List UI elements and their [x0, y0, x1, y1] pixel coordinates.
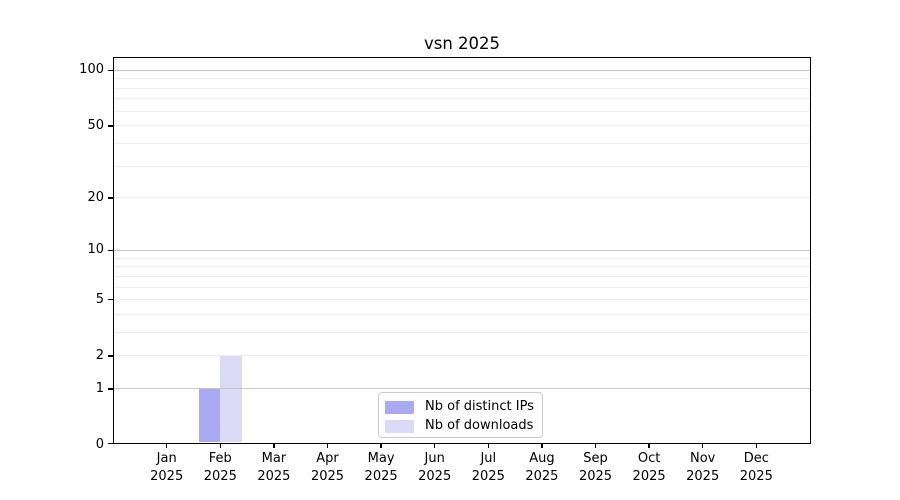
gridline-minor: [114, 257, 810, 259]
gridline-minor: [114, 125, 810, 127]
y-tick-mark: [108, 442, 113, 444]
bar-downloads-feb: [220, 355, 242, 443]
bar-distinct-ips-feb: [198, 388, 221, 443]
x-tick-mark: [594, 442, 597, 448]
gridline-minor: [114, 98, 810, 100]
legend-entry: Nb of downloads: [385, 417, 542, 435]
y-tick-label: 100: [79, 62, 104, 78]
y-tick-mark: [108, 355, 113, 357]
chart-title: vsn 2025: [423, 34, 501, 53]
gridline-major: [114, 249, 810, 251]
gridline-minor: [114, 313, 810, 315]
legend: Nb of distinct IPs Nb of downloads: [378, 392, 543, 438]
legend-swatch-distinct-ips: [385, 400, 414, 414]
gridline-minor: [114, 143, 810, 145]
legend-swatch-downloads: [385, 419, 414, 433]
x-tick-mark: [434, 442, 436, 448]
gridline-minor: [114, 266, 810, 268]
x-tick-mark: [166, 442, 168, 448]
x-tick-label-oct: Oct 2025: [632, 451, 666, 484]
x-tick-label-dec: Dec 2025: [739, 451, 773, 484]
x-tick-label-jun: Jun 2025: [418, 451, 452, 484]
y-tick-mark: [108, 197, 113, 199]
gridline-minor: [114, 355, 810, 357]
gridline-major: [114, 388, 810, 390]
gridline-minor: [114, 331, 810, 333]
gridline-minor: [114, 87, 810, 89]
y-tick-label: 1: [95, 380, 104, 396]
gridline-minor: [114, 275, 810, 277]
y-tick-mark: [108, 299, 113, 301]
y-tick-label: 2: [95, 347, 104, 363]
gridline-minor: [114, 110, 810, 112]
x-tick-mark: [380, 442, 382, 448]
x-tick-label-jan: Jan 2025: [150, 451, 184, 484]
gridline-minor: [114, 165, 810, 167]
legend-label: Nb of distinct IPs: [425, 399, 534, 414]
x-tick-mark: [648, 442, 650, 448]
x-tick-mark: [541, 442, 543, 448]
y-tick-label: 10: [87, 242, 104, 258]
x-tick-mark: [755, 442, 757, 448]
x-tick-mark: [487, 442, 489, 448]
y-tick-mark: [108, 388, 113, 390]
y-tick-label: 0: [95, 437, 104, 452]
gridline-minor: [114, 78, 810, 80]
legend-entry: Nb of distinct IPs: [385, 398, 542, 416]
x-tick-mark: [326, 442, 329, 448]
y-tick-label: 20: [87, 189, 104, 205]
gridline-major: [114, 69, 810, 71]
x-tick-label-aug: Aug 2025: [525, 451, 559, 484]
x-tick-label-sep: Sep 2025: [578, 451, 613, 484]
x-tick-label-nov: Nov 2025: [686, 451, 720, 484]
y-tick-label: 50: [87, 117, 104, 133]
legend-label: Nb of downloads: [425, 418, 534, 433]
x-tick-label-jul: Jul 2025: [471, 451, 505, 484]
x-tick-mark: [273, 442, 275, 448]
gridline-minor: [114, 299, 810, 301]
y-tick-mark: [108, 69, 113, 72]
x-tick-label-mar: Mar 2025: [257, 451, 291, 484]
x-tick-label-apr: Apr 2025: [310, 451, 345, 484]
x-tick-mark: [219, 442, 221, 448]
x-tick-label-feb: Feb 2025: [203, 451, 237, 484]
y-tick-mark: [108, 125, 113, 127]
plot-area: [108, 57, 811, 448]
x-tick-label-may: May 2025: [364, 451, 398, 484]
gridline-minor: [114, 286, 810, 288]
x-tick-mark: [702, 442, 704, 448]
y-tick-mark: [108, 249, 113, 252]
y-tick-label: 5: [95, 291, 104, 307]
gridline-minor: [114, 197, 810, 199]
